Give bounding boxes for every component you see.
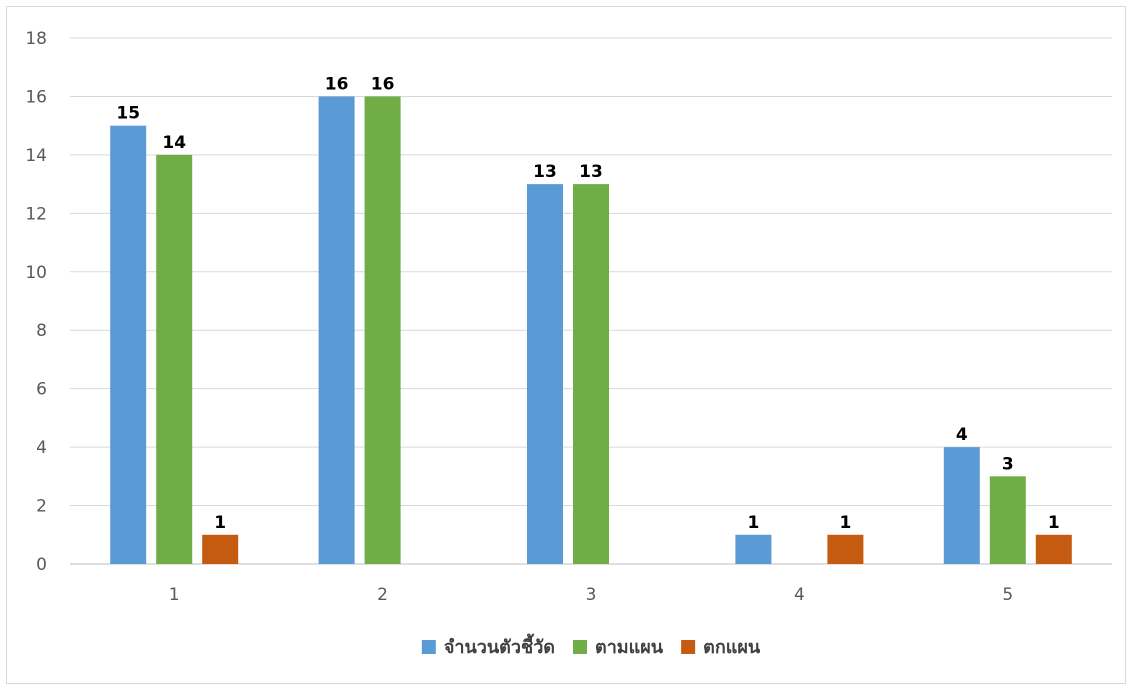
legend-label: ตกแผน <box>703 637 761 658</box>
x-tick-label: 5 <box>1002 585 1013 605</box>
data-label: 13 <box>579 162 603 182</box>
bar <box>827 534 864 564</box>
y-tick-label: 2 <box>36 497 47 517</box>
bar <box>1035 534 1072 564</box>
data-label: 1 <box>1048 513 1060 533</box>
legend: จำนวนตัวชี้วัด ตามแผน ตกแผน <box>421 633 761 658</box>
x-tick-label: 2 <box>377 585 388 605</box>
legend-swatch <box>573 640 588 654</box>
legend-swatch <box>421 640 436 654</box>
data-label: 3 <box>1002 454 1014 474</box>
data-label: 1 <box>214 513 226 533</box>
data-label: 1 <box>839 513 851 533</box>
bar <box>202 534 239 564</box>
data-label: 15 <box>116 104 140 124</box>
y-tick-label: 4 <box>36 438 47 458</box>
data-label: 1 <box>747 513 759 533</box>
bar <box>989 476 1026 564</box>
y-tick-label: 8 <box>36 321 47 341</box>
legend-label: จำนวนตัวชี้วัด <box>444 633 555 658</box>
data-label: 16 <box>325 74 349 94</box>
data-label: 13 <box>533 162 557 182</box>
bar <box>527 184 563 564</box>
x-tick-label: 1 <box>169 585 180 605</box>
y-axis-ticks: 0 2 4 6 8 10 12 14 16 18 <box>25 29 47 575</box>
x-axis-ticks: 1 2 3 4 5 <box>169 585 1013 605</box>
y-tick-label: 12 <box>25 204 47 224</box>
y-tick-label: 14 <box>25 146 47 166</box>
legend-label: ตามแผน <box>595 637 664 658</box>
data-label: 4 <box>956 425 968 445</box>
data-label: 14 <box>162 133 186 153</box>
bar <box>573 184 609 564</box>
y-tick-label: 18 <box>25 29 47 49</box>
bar <box>156 154 193 564</box>
bar <box>735 534 772 564</box>
bar <box>318 96 355 564</box>
y-tick-label: 10 <box>25 263 47 283</box>
x-tick-label: 3 <box>586 585 597 605</box>
y-tick-label: 0 <box>36 555 47 575</box>
bar <box>364 96 401 564</box>
x-tick-label: 4 <box>794 585 805 605</box>
bars <box>110 96 1072 565</box>
y-tick-label: 16 <box>25 87 47 107</box>
legend-swatch <box>681 640 696 654</box>
chart-frame <box>6 6 1126 684</box>
y-tick-label: 6 <box>36 380 47 400</box>
bar <box>110 125 147 565</box>
gridlines <box>70 37 1112 565</box>
data-label: 16 <box>371 74 395 94</box>
bar <box>943 447 980 564</box>
